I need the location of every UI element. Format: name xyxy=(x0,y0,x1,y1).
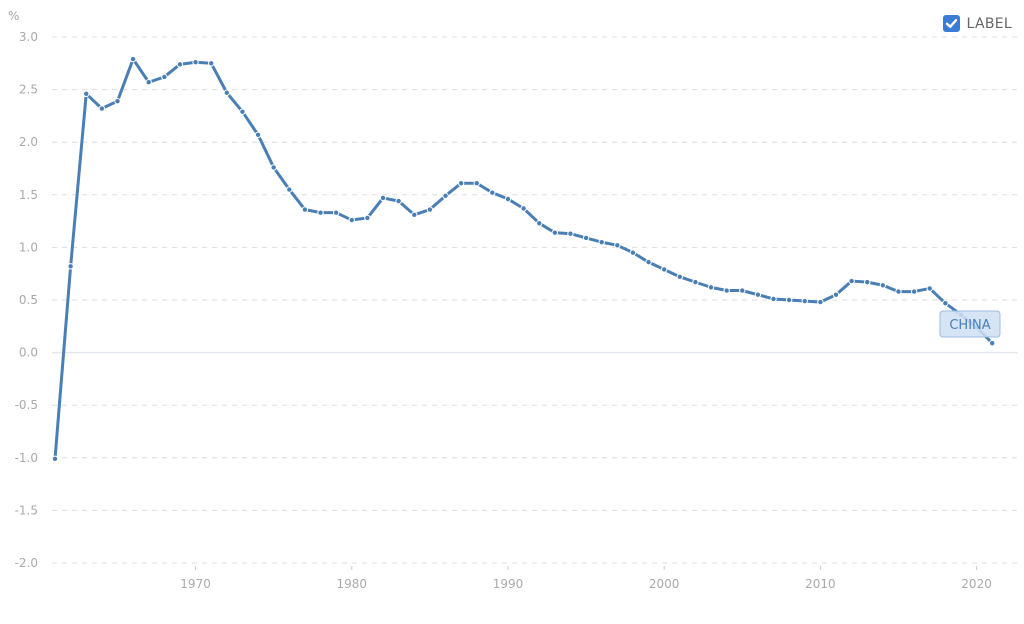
data-point[interactable] xyxy=(880,283,886,288)
series-china-line[interactable] xyxy=(51,55,996,463)
data-point[interactable] xyxy=(802,298,807,304)
data-point[interactable] xyxy=(240,109,245,114)
data-point[interactable] xyxy=(412,212,417,217)
data-point[interactable] xyxy=(755,292,761,297)
data-point[interactable] xyxy=(599,239,604,245)
data-point[interactable] xyxy=(505,196,511,202)
data-point[interactable] xyxy=(849,278,854,284)
data-point[interactable] xyxy=(68,264,73,269)
gridlines xyxy=(52,36,1018,564)
data-point[interactable] xyxy=(130,56,136,62)
data-point[interactable] xyxy=(927,286,932,291)
data-point[interactable] xyxy=(99,106,105,111)
data-point[interactable] xyxy=(677,274,682,280)
checkbox-checked-icon[interactable] xyxy=(942,15,960,32)
data-point[interactable] xyxy=(630,250,636,255)
data-point[interactable] xyxy=(380,195,386,201)
data-point[interactable] xyxy=(209,61,214,66)
y-tick-label: 0.0 xyxy=(19,346,38,360)
data-point[interactable] xyxy=(537,221,542,226)
data-point[interactable] xyxy=(943,300,948,306)
y-tick-label: 1.5 xyxy=(19,188,38,202)
y-tick-label: -1.0 xyxy=(15,451,38,465)
legend-label: LABEL xyxy=(966,15,1012,32)
data-point[interactable] xyxy=(146,80,151,85)
x-tick-label: 2020 xyxy=(961,577,992,591)
data-point[interactable] xyxy=(661,267,667,272)
y-tick-label: -1.5 xyxy=(15,503,38,517)
y-tick-label: 2.0 xyxy=(19,135,38,149)
data-point[interactable] xyxy=(896,289,901,294)
data-point[interactable] xyxy=(443,193,448,199)
data-point[interactable] xyxy=(786,297,792,303)
series-line xyxy=(53,57,994,459)
y-tick-label: 1.0 xyxy=(19,240,38,254)
y-tick-label: 3.0 xyxy=(19,30,38,44)
series-label-text: CHINA xyxy=(949,318,990,333)
y-axis-ticks: 3.0 2.5 2.0 1.5 1.0 0.5 0.0 -0.5 -1.0 -1.5 -2.0 xyxy=(15,30,38,570)
x-axis-ticks: 1970 1980 1990 2000 2010 2020 xyxy=(180,566,992,591)
data-point[interactable] xyxy=(193,60,198,65)
data-point[interactable] xyxy=(427,207,433,212)
data-point[interactable] xyxy=(771,296,776,302)
y-axis-unit-label: % xyxy=(8,9,19,23)
data-point[interactable] xyxy=(646,259,651,265)
data-point[interactable] xyxy=(865,279,870,285)
x-tick-label: 2000 xyxy=(649,577,680,591)
data-point[interactable] xyxy=(302,207,308,212)
x-tick-label: 2010 xyxy=(805,577,836,591)
x-tick-label: 1990 xyxy=(493,577,524,591)
data-point[interactable] xyxy=(349,217,354,223)
data-point[interactable] xyxy=(615,243,620,248)
data-point[interactable] xyxy=(458,181,464,186)
data-point[interactable] xyxy=(740,288,745,293)
data-point[interactable] xyxy=(396,198,401,204)
data-point[interactable] xyxy=(833,292,839,297)
data-point[interactable] xyxy=(255,132,261,138)
data-point[interactable] xyxy=(271,165,276,170)
data-point[interactable] xyxy=(224,90,230,95)
data-point[interactable] xyxy=(724,288,729,293)
y-tick-label: 0.5 xyxy=(19,293,38,307)
data-point[interactable] xyxy=(365,215,370,221)
data-point[interactable] xyxy=(162,74,167,80)
x-tick-label: 1970 xyxy=(180,577,211,591)
legend-toggle-label[interactable]: LABEL xyxy=(942,15,1012,32)
y-tick-label: 2.5 xyxy=(19,83,38,97)
data-point[interactable] xyxy=(490,190,495,195)
data-point[interactable] xyxy=(52,456,58,462)
data-point[interactable] xyxy=(911,289,917,294)
y-tick-label: -0.5 xyxy=(15,398,38,412)
data-point[interactable] xyxy=(583,235,589,241)
data-point[interactable] xyxy=(115,98,120,104)
data-point[interactable] xyxy=(990,340,995,346)
y-tick-label: -2.0 xyxy=(15,556,38,570)
data-point[interactable] xyxy=(333,210,339,215)
data-point[interactable] xyxy=(177,62,183,67)
data-point[interactable] xyxy=(521,206,526,211)
data-point[interactable] xyxy=(708,285,714,290)
data-point[interactable] xyxy=(474,181,479,186)
data-point[interactable] xyxy=(818,299,823,305)
series-label-box xyxy=(939,310,1001,338)
data-point[interactable] xyxy=(693,279,698,285)
data-point[interactable] xyxy=(84,91,89,97)
data-point[interactable] xyxy=(552,230,558,235)
x-tick-label: 1980 xyxy=(337,577,368,591)
data-point[interactable] xyxy=(568,231,573,236)
data-point[interactable] xyxy=(318,210,323,215)
data-point[interactable] xyxy=(287,187,292,192)
series-label-china[interactable]: CHINA xyxy=(939,310,1001,338)
